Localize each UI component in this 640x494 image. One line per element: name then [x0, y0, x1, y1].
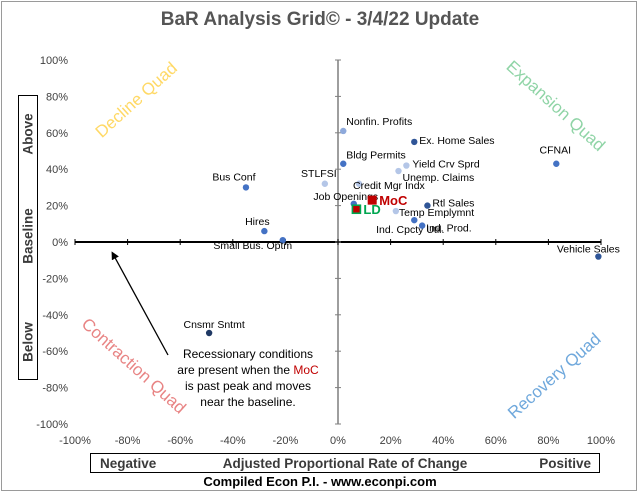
annotation-line-3: is past peak and moves [185, 379, 311, 393]
ld-marker [351, 204, 362, 215]
data-point [411, 138, 418, 146]
point-label: Bldg Permits [346, 150, 406, 162]
point-label: CFNAI [540, 145, 572, 157]
y-tick-label: 100% [40, 55, 68, 67]
data-point [205, 329, 213, 337]
data-point [242, 184, 250, 191]
point-label: Ind. Cpcty Util. [376, 224, 444, 236]
x-tick-label: 20% [380, 435, 402, 447]
expansion-quad-label: Expansion Quad [503, 57, 609, 155]
point-label: Unemp. Claims [402, 172, 474, 184]
point-label: Job Openings [313, 191, 378, 203]
annotation-line-2: are present when the MoC [177, 363, 319, 377]
y-tick-label: 20% [46, 201, 68, 213]
y-tick-label: -20% [42, 273, 68, 285]
annotation-line-2-text: are present when the [177, 363, 293, 377]
contraction-quad-label: Contraction Quad [78, 314, 190, 417]
moc-marker [367, 195, 377, 205]
chart-title: BaR Analysis Grid© - 3/4/22 Update [160, 9, 480, 30]
point-label: Bus Conf [212, 171, 255, 183]
x-axis-title: Adjusted Proportional Rate of Change [222, 456, 468, 471]
point-label: Hires [245, 216, 270, 228]
data-point [279, 236, 286, 244]
data-point [392, 207, 400, 215]
data-point [340, 160, 347, 167]
x-tick-label: -80% [115, 435, 141, 447]
point-label: Small Bus. Optm [213, 240, 292, 252]
data-point [321, 180, 329, 187]
point-label: Vehicle Sales [557, 244, 620, 256]
x-tick-label: -100% [59, 435, 91, 447]
source-credit: Compiled Econ P.I. - www.econpi.com [203, 474, 437, 489]
annotation-moc: MoC [293, 363, 319, 377]
x-tick-label: 60% [485, 435, 507, 447]
x-tick-label: -40% [220, 435, 246, 447]
data-point [411, 216, 418, 224]
point-label: Yield Crv Sprd [412, 159, 479, 171]
data-point [553, 160, 560, 167]
point-label: Cnsmr Sntmt [183, 319, 244, 331]
y-tick-label: -80% [42, 383, 68, 395]
point-label: Ind. Prod. [426, 223, 472, 235]
y-axis-label-box: Above Baseline Below [18, 95, 38, 380]
annotation-line-4: near the baseline. [200, 395, 295, 409]
x-tick-label: 100% [587, 435, 615, 447]
point-label: STLFSI [301, 168, 337, 180]
annotation-arrow [111, 251, 169, 356]
x-tick-label: -60% [167, 435, 193, 447]
y-tick-label: 60% [46, 128, 68, 140]
data-point [403, 162, 410, 169]
y-tick-label: -100% [36, 419, 68, 431]
y-tick-label: -60% [42, 346, 68, 358]
data-point [595, 253, 602, 260]
y-tick-label: 80% [46, 91, 68, 103]
y-label-above: Above [20, 113, 36, 155]
data-point [395, 167, 402, 175]
point-label: Credit Mgr Indx [353, 180, 426, 192]
x-tick-label: 40% [432, 435, 454, 447]
y-label-baseline: Baseline [20, 208, 36, 264]
point-label: Nonfin. Profits [346, 116, 412, 128]
point-label: Ex. Home Sales [419, 135, 494, 147]
data-point [261, 227, 268, 235]
x-label-negative: Negative [100, 456, 157, 471]
point-label: Rtl Sales [432, 198, 474, 210]
data-point [355, 180, 363, 187]
x-tick-label: 0% [330, 435, 346, 447]
point-label: Temp Emplymnt [399, 207, 474, 219]
x-tick-label: -20% [273, 435, 299, 447]
moc-label: MoC [379, 193, 408, 208]
x-label-positive: Positive [539, 456, 591, 471]
y-tick-label: 40% [46, 164, 68, 176]
recovery-quad-label: Recovery Quad [504, 329, 604, 422]
x-tick-label: 80% [537, 435, 559, 447]
annotation-line-1: Recessionary conditions [183, 347, 313, 361]
data-point [424, 202, 431, 209]
y-label-below: Below [20, 322, 36, 362]
x-axis-label-box: Negative Adjusted Proportional Rate of C… [90, 453, 600, 473]
ld-label: LD [363, 202, 380, 217]
y-tick-label: 0% [52, 237, 68, 249]
data-point [340, 127, 347, 135]
decline-quad-label: Decline Quad [92, 58, 181, 141]
data-point [418, 222, 426, 229]
y-tick-label: -40% [42, 310, 68, 322]
